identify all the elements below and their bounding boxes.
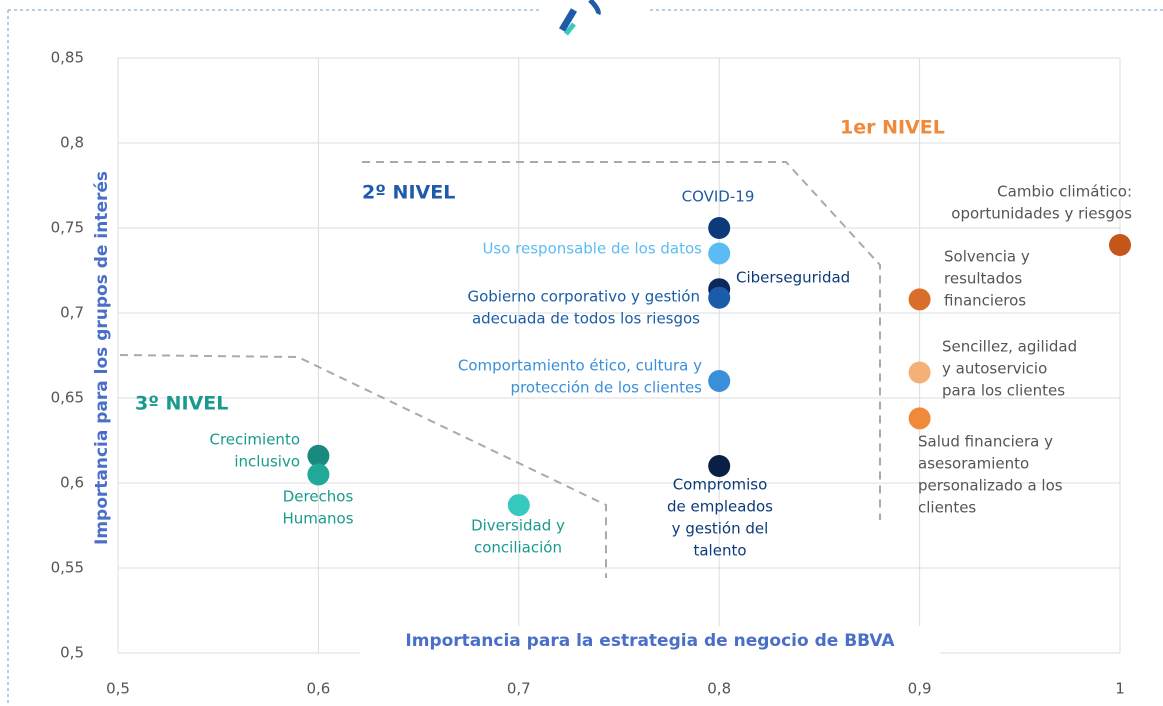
point-label: Derechos bbox=[283, 488, 354, 506]
point-label: Gobierno corporativo y gestión bbox=[467, 288, 700, 306]
point bbox=[708, 217, 731, 239]
point-label: y gestión del bbox=[672, 520, 769, 538]
x-tick-label: 0,6 bbox=[306, 680, 330, 698]
point bbox=[507, 494, 530, 517]
point-label: financieros bbox=[944, 292, 1026, 310]
point bbox=[307, 444, 330, 467]
y-tick-label: 0,65 bbox=[51, 389, 84, 407]
point-label: Comportamiento ético, cultura y bbox=[458, 357, 702, 375]
x-tick-label: 0,9 bbox=[908, 680, 932, 698]
point-label: COVID-19 bbox=[682, 188, 755, 206]
point-label: conciliación bbox=[474, 539, 562, 557]
x-axis-title: Importancia para la estrategia de negoci… bbox=[405, 631, 895, 651]
point-label: para los clientes bbox=[942, 382, 1065, 400]
point bbox=[708, 242, 731, 265]
level-label: 2º NIVEL bbox=[362, 182, 455, 204]
point-label: Cambio climático: bbox=[997, 183, 1132, 201]
point-label: de empleados bbox=[667, 498, 773, 516]
point-label: y autoservicio bbox=[942, 360, 1047, 378]
point-label: protección de los clientes bbox=[511, 379, 703, 397]
point bbox=[708, 370, 731, 392]
logo-icon bbox=[558, 0, 601, 36]
point-label: Humanos bbox=[282, 510, 353, 528]
point-label: asesoramiento bbox=[918, 455, 1029, 473]
point bbox=[1109, 234, 1131, 256]
point bbox=[708, 455, 731, 477]
point-label: personalizado a los bbox=[918, 477, 1063, 495]
point-label: oportunidades y riesgos bbox=[951, 205, 1132, 223]
point-label: Sencillez, agilidad bbox=[942, 338, 1077, 356]
point bbox=[307, 463, 330, 486]
point bbox=[908, 407, 931, 430]
x-tick-label: 0,8 bbox=[707, 680, 731, 698]
point-label: talento bbox=[693, 542, 746, 560]
point-label: Crecimiento bbox=[209, 431, 300, 449]
y-tick-label: 0,5 bbox=[60, 644, 84, 662]
y-axis-title: Importancia para los grupos de interés bbox=[92, 171, 112, 545]
point-label: Solvencia y bbox=[944, 248, 1030, 266]
x-tick-label: 0,7 bbox=[507, 680, 531, 698]
point bbox=[908, 288, 931, 311]
point-label: Salud financiera y bbox=[918, 433, 1053, 451]
level-label: 3º NIVEL bbox=[135, 393, 228, 415]
level-label: 1er NIVEL bbox=[840, 117, 945, 139]
point bbox=[708, 286, 731, 309]
y-tick-label: 0,7 bbox=[60, 304, 84, 322]
point-label: resultados bbox=[944, 270, 1022, 288]
x-tick-label: 1 bbox=[1115, 680, 1125, 698]
level-boundaries bbox=[119, 161, 881, 578]
axis-title-bg bbox=[360, 626, 940, 654]
point-label: inclusivo bbox=[234, 453, 300, 471]
y-tick-label: 0,8 bbox=[60, 134, 84, 152]
point-label: clientes bbox=[918, 499, 976, 517]
point-label: Ciberseguridad bbox=[736, 269, 850, 287]
point-label: adecuada de todos los riesgos bbox=[472, 310, 700, 328]
point-label: Uso responsable de los datos bbox=[482, 240, 702, 258]
point bbox=[908, 361, 931, 384]
y-tick-label: 0,75 bbox=[51, 219, 84, 237]
point-label: Diversidad y bbox=[471, 517, 565, 535]
point-label: Compromiso bbox=[673, 476, 768, 494]
y-tick-label: 0,85 bbox=[51, 49, 84, 67]
x-tick-label: 0,5 bbox=[106, 680, 130, 698]
y-tick-label: 0,6 bbox=[60, 474, 84, 492]
y-tick-label: 0,55 bbox=[51, 559, 84, 577]
